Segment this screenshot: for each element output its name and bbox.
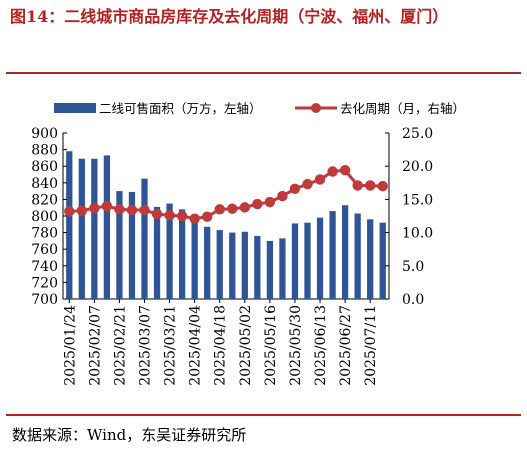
x-tick-label: 2025/05/30 bbox=[288, 305, 304, 386]
bar-inventory bbox=[178, 209, 186, 299]
line-point-destocking bbox=[176, 210, 188, 222]
line-point-destocking bbox=[239, 202, 251, 213]
y-right-tick-label: 25.0 bbox=[402, 126, 433, 142]
line-point-destocking bbox=[76, 205, 88, 216]
bar-inventory bbox=[66, 151, 73, 299]
y-left-tick-label: 760 bbox=[31, 242, 58, 258]
y-left-tick-label: 840 bbox=[31, 176, 58, 192]
bar-inventory bbox=[341, 205, 349, 299]
bar-inventory bbox=[191, 216, 198, 299]
bar-inventory bbox=[91, 158, 98, 299]
x-tick-label: 2025/06/27 bbox=[338, 305, 354, 386]
line-point-destocking bbox=[264, 196, 276, 208]
legend-swatch-bar bbox=[54, 103, 96, 113]
bar-inventory bbox=[367, 219, 374, 299]
bar-inventory bbox=[354, 213, 361, 299]
x-tick-label: 2025/03/07 bbox=[138, 305, 154, 386]
x-tick-label: 2025/01/24 bbox=[62, 305, 78, 386]
x-tick-label: 2025/06/13 bbox=[313, 305, 329, 386]
x-tick-label: 2025/04/18 bbox=[213, 305, 229, 386]
legend: 二线可售面积（万方，左轴） 去化周期（月，右轴） bbox=[54, 101, 465, 116]
y-left-tick-label: 740 bbox=[31, 259, 58, 275]
line-point-destocking bbox=[302, 178, 313, 190]
x-tick-label: 2025/05/16 bbox=[263, 305, 279, 386]
bar-inventory bbox=[316, 217, 324, 299]
bar-inventory bbox=[229, 232, 236, 299]
y-left-tick-label: 700 bbox=[31, 292, 58, 308]
y-left-tick-label: 720 bbox=[31, 275, 58, 291]
bar-inventory bbox=[204, 226, 211, 299]
line-point-destocking bbox=[214, 204, 225, 215]
bar-inventory bbox=[116, 191, 123, 299]
line-point-destocking bbox=[189, 213, 200, 224]
line-point-destocking bbox=[139, 204, 150, 216]
line-point-destocking bbox=[352, 180, 363, 191]
y-left-tick-label: 860 bbox=[31, 159, 58, 175]
bar-inventory bbox=[291, 223, 299, 299]
line-point-destocking bbox=[364, 180, 376, 191]
figure-title: 图14：二线城市商品房库存及去化周期（宁波、福州、厦门） bbox=[10, 7, 449, 26]
y-right-tick-label: 10.0 bbox=[402, 226, 433, 242]
bar-inventory bbox=[241, 231, 248, 299]
bar-inventory bbox=[128, 191, 136, 299]
y-right-tick-label: 5.0 bbox=[402, 259, 424, 275]
line-point-destocking bbox=[151, 208, 163, 220]
line-point-destocking bbox=[339, 164, 351, 176]
line-point-destocking bbox=[277, 190, 288, 202]
y-right-tick-label: 20.0 bbox=[402, 159, 433, 175]
line-point-destocking bbox=[201, 211, 213, 222]
x-tick-label: 2025/04/04 bbox=[188, 305, 204, 386]
bar-inventory bbox=[166, 203, 173, 299]
y-left-tick-label: 880 bbox=[31, 143, 58, 159]
line-point-destocking bbox=[327, 166, 338, 177]
line-point-destocking bbox=[377, 180, 388, 192]
line-point-destocking bbox=[64, 206, 75, 217]
x-tick-label: 2025/07/11 bbox=[363, 305, 379, 386]
y-left-tick-label: 780 bbox=[31, 226, 58, 242]
line-point-destocking bbox=[126, 204, 138, 216]
line-point-destocking bbox=[289, 183, 301, 194]
bar-inventory bbox=[379, 222, 386, 299]
bar-inventory bbox=[78, 158, 85, 299]
bar-inventory bbox=[254, 235, 261, 299]
bar-inventory bbox=[279, 238, 286, 299]
bar-inventory bbox=[266, 240, 274, 299]
x-tick-label: 2025/02/21 bbox=[112, 305, 128, 386]
source-note: 数据来源：Wind，东吴证券研究所 bbox=[12, 426, 247, 444]
line-point-destocking bbox=[89, 202, 100, 214]
line-point-destocking bbox=[314, 174, 326, 185]
x-tick-label: 2025/02/07 bbox=[87, 305, 103, 386]
bar-inventory bbox=[304, 222, 311, 299]
line-point-destocking bbox=[114, 204, 125, 215]
title-rule bbox=[6, 72, 521, 74]
line-point-destocking bbox=[101, 200, 113, 212]
bar-inventory bbox=[103, 155, 111, 299]
y-right-tick-label: 15.0 bbox=[402, 192, 433, 208]
bar-inventory bbox=[141, 178, 148, 299]
bar-inventory bbox=[216, 230, 223, 299]
bar-inventory bbox=[153, 206, 161, 299]
y-left-tick-label: 800 bbox=[31, 209, 58, 225]
legend-label-line: 去化周期（月，右轴） bbox=[340, 101, 465, 116]
y-right-tick-label: 0.0 bbox=[402, 292, 424, 308]
line-point-destocking bbox=[227, 203, 238, 214]
legend-swatch-marker bbox=[311, 103, 321, 113]
y-left-tick-label: 900 bbox=[31, 126, 58, 142]
line-point-destocking bbox=[252, 198, 263, 210]
x-tick-label: 2025/03/21 bbox=[163, 305, 179, 386]
source-rule bbox=[6, 414, 521, 416]
y-left-tick-label: 820 bbox=[31, 192, 58, 208]
bar-inventory bbox=[329, 211, 336, 299]
x-tick-label: 2025/05/02 bbox=[238, 305, 254, 386]
line-point-destocking bbox=[164, 210, 175, 221]
legend-label-bar: 二线可售面积（万方，左轴） bbox=[99, 101, 262, 116]
